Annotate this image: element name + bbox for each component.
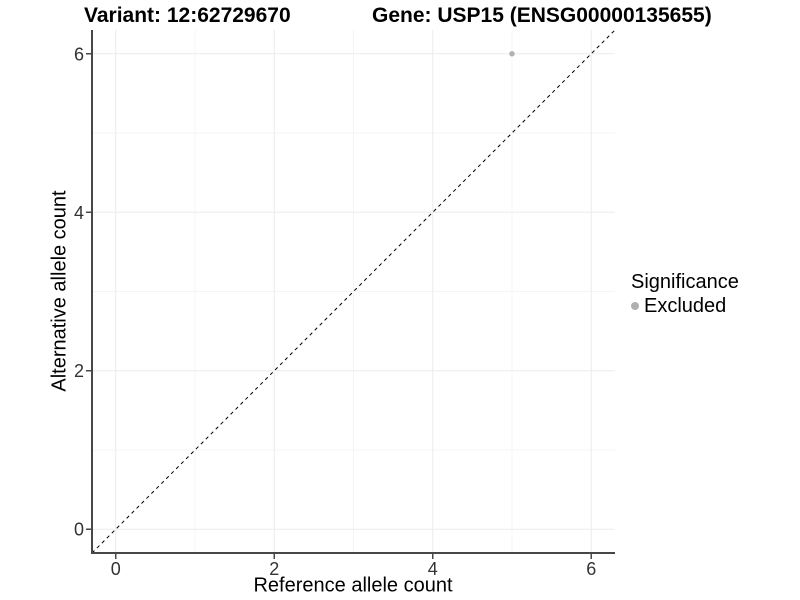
legend-item: Excluded bbox=[631, 294, 739, 318]
y-tick-label: 6 bbox=[74, 44, 84, 64]
x-tick-label: 4 bbox=[428, 559, 438, 579]
x-tick-label: 2 bbox=[269, 559, 279, 579]
y-tick-label: 2 bbox=[74, 361, 84, 381]
axis-lines bbox=[91, 30, 615, 554]
data-point bbox=[509, 51, 515, 57]
x-axis-title: Reference allele count bbox=[253, 574, 453, 597]
identity-reference-line bbox=[91, 29, 616, 554]
plot-title-gene: Gene: USP15 (ENSG00000135655) bbox=[372, 4, 712, 27]
x-tick-label: 6 bbox=[586, 559, 596, 579]
y-tick-label: 4 bbox=[74, 203, 84, 223]
plot-title-variant: Variant: 12:62729670 bbox=[84, 4, 291, 27]
y-axis-title: Alternative allele count bbox=[48, 190, 71, 392]
legend-key-dot bbox=[631, 302, 639, 310]
legend-items: Excluded bbox=[631, 294, 739, 318]
legend-item-label: Excluded bbox=[644, 295, 727, 317]
x-tick-label: 0 bbox=[111, 559, 121, 579]
legend: Significance Excluded bbox=[631, 270, 739, 318]
y-tick-label: 0 bbox=[74, 520, 84, 540]
legend-title: Significance bbox=[631, 271, 739, 293]
